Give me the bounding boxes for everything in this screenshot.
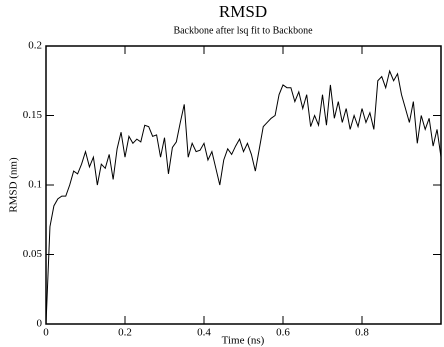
- x-tick-label: 0.8: [355, 327, 369, 339]
- y-tick-label: 0.05: [23, 248, 43, 260]
- x-tick-label: 0: [43, 327, 49, 339]
- chart-title: RMSD: [219, 2, 267, 21]
- y-axis-label: RMSD (nm): [8, 157, 20, 213]
- x-tick-label: 0.6: [276, 327, 290, 339]
- y-tick-label: 0: [37, 318, 43, 330]
- x-tick-label: 0.4: [197, 327, 211, 339]
- y-tick-label: 0.15: [23, 109, 43, 121]
- x-tick-label: 0.2: [118, 327, 132, 339]
- y-tick-label: 0.1: [28, 179, 42, 191]
- x-axis-label: Time (ns): [222, 335, 265, 347]
- y-tick-label: 0.2: [28, 40, 42, 52]
- data-line: [45, 69, 442, 325]
- plot-frame: [45, 45, 442, 325]
- chart-subtitle: Backbone after lsq fit to Backbone: [173, 25, 313, 36]
